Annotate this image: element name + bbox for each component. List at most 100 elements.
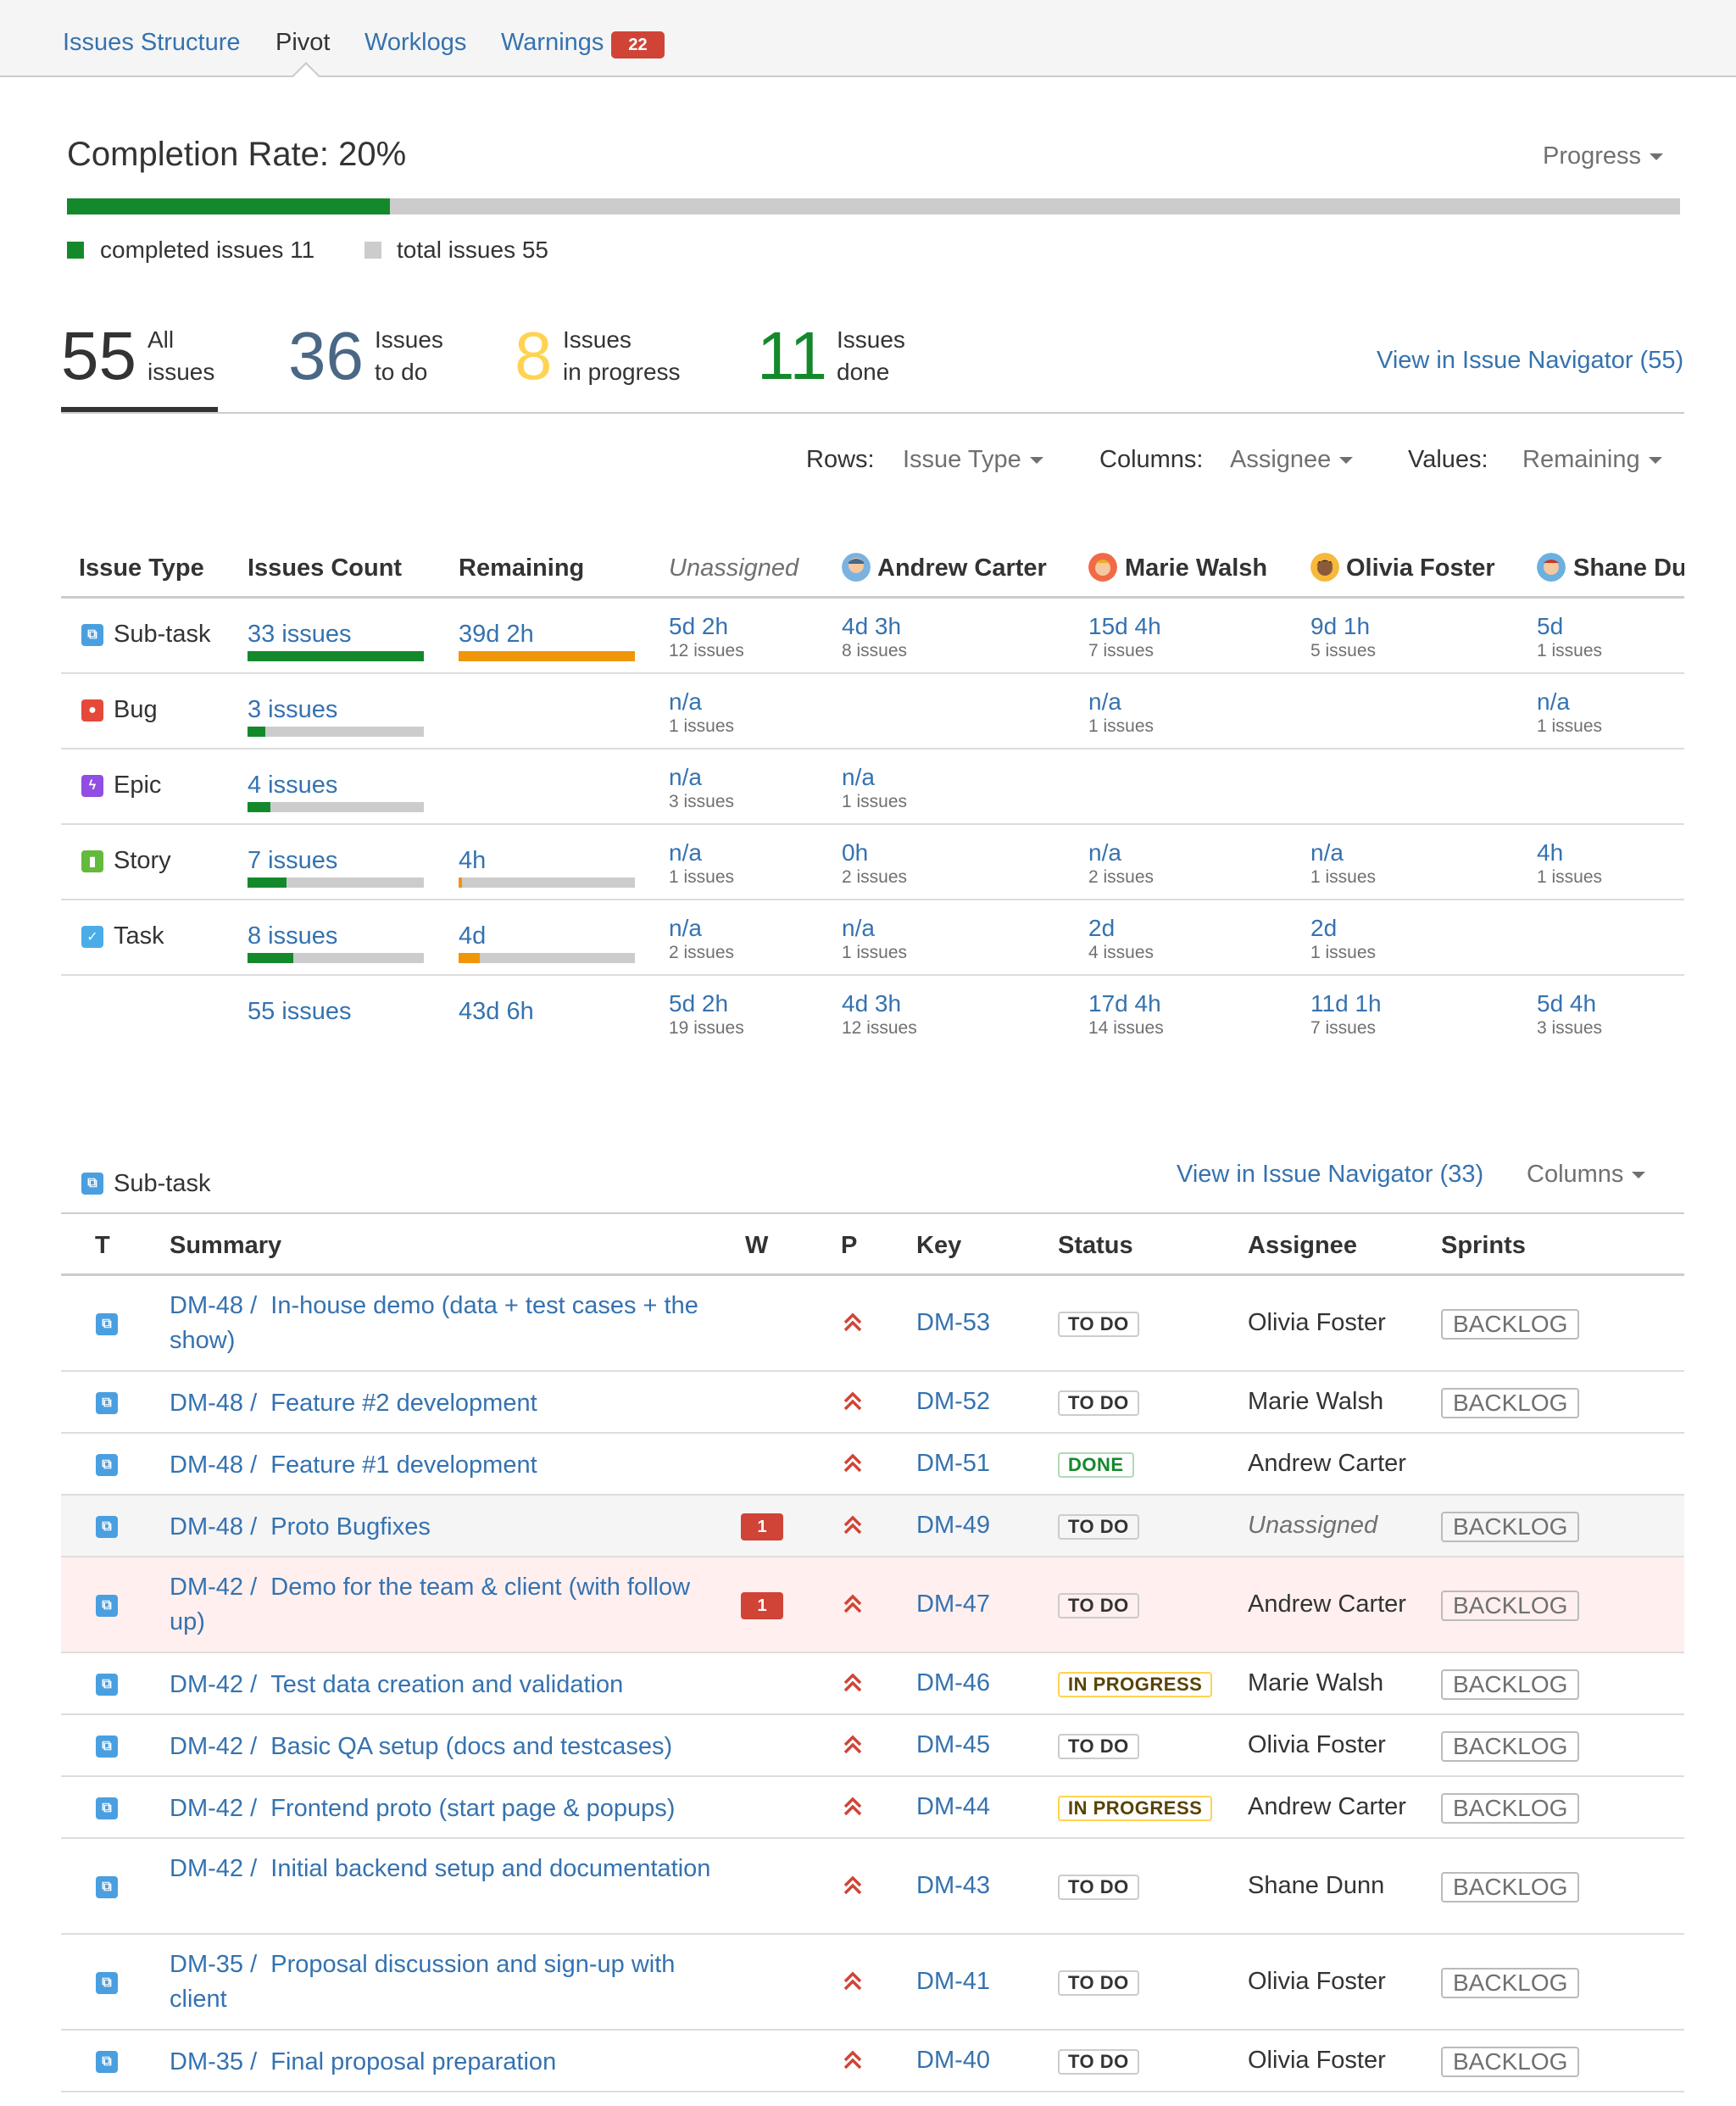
table-row[interactable] [61,1935,1684,2031]
issue-key-link[interactable]: DM-41 [916,1967,991,1995]
parent-key-link[interactable]: DM-48 / [170,1389,258,1417]
pivot-header-issue-type[interactable]: Issue Type [79,554,204,582]
issue-summary[interactable]: DM-48 / In-house demo (data + test cases… [170,1289,729,1358]
issue-key-link[interactable]: DM-51 [916,1449,991,1477]
table-row[interactable] [61,1839,1684,1935]
list-header-key[interactable]: Key [916,1232,962,1259]
pivot-row-remaining-link[interactable]: 4d [459,922,487,950]
pivot-cell-value[interactable]: 2d [1088,915,1116,941]
table-row[interactable] [61,1496,1684,1557]
pivot-total-value[interactable]: 5d 2h [669,990,729,1017]
pivot-cell-value[interactable]: n/a [1088,688,1121,715]
sprint-badge[interactable]: BACKLOG [1441,1792,1580,1824]
summary-link[interactable]: Initial backend setup and documentation [270,1855,711,1882]
summary-link[interactable]: Feature #1 development [270,1451,537,1479]
issue-summary[interactable]: DM-42 / Demo for the team & client (with… [170,1570,729,1640]
tab-worklogs[interactable]: Worklogs [364,29,467,56]
table-row[interactable] [61,1777,1684,1839]
pivot-cell-value[interactable]: n/a [842,915,875,941]
parent-key-link[interactable]: DM-42 / [170,1732,258,1760]
parent-key-link[interactable]: DM-42 / [170,1670,258,1698]
pivot-cell-value[interactable]: n/a [1088,839,1121,866]
pivot-cell-value[interactable]: n/a [1310,839,1344,866]
parent-key-link[interactable]: DM-42 / [170,1794,258,1822]
sprint-badge[interactable]: BACKLOG [1441,1871,1580,1903]
issue-key-link[interactable]: DM-53 [916,1308,991,1336]
issue-key-link[interactable]: DM-43 [916,1871,991,1899]
summary-link[interactable]: Proto Bugfixes [270,1513,431,1540]
parent-key-link[interactable]: DM-35 / [170,2048,258,2075]
issue-key-link[interactable]: DM-49 [916,1511,991,1539]
issue-summary[interactable]: DM-42 / Initial backend setup and docume… [170,1852,729,1886]
pivot-row-remaining-link[interactable]: 39d 2h [459,621,534,648]
list-header-assignee[interactable]: Assignee [1248,1232,1357,1259]
summary-link[interactable]: Demo for the team & client (with follow … [170,1574,691,1635]
summary-link[interactable]: Proposal discussion and sign-up with cli… [170,1951,676,2013]
pivot-header-remaining[interactable]: Remaining [459,554,585,582]
sprint-badge[interactable]: BACKLOG [1441,1308,1580,1340]
summary-link[interactable]: In-house demo (data + test cases + the s… [170,1292,698,1354]
issue-key-link[interactable]: DM-40 [916,2046,991,2074]
pivot-total-value[interactable]: 17d 4h [1088,990,1161,1017]
pivot-cell-value[interactable]: n/a [1537,688,1570,715]
pivot-cell-value[interactable]: n/a [842,764,875,790]
pivot-cell-value[interactable]: 4h [1537,839,1564,866]
pivot-cell-value[interactable]: 2d [1310,915,1338,941]
list-header-type[interactable]: T [95,1232,110,1259]
table-row[interactable] [61,1557,1684,1653]
pivot-total-value[interactable]: 5d 4h [1537,990,1597,1017]
table-row[interactable] [61,1434,1684,1496]
table-row[interactable] [61,1653,1684,1715]
issue-summary[interactable]: DM-35 / Final proposal preparation [170,2045,729,2080]
sprint-badge[interactable]: BACKLOG [1441,1511,1580,1542]
pivot-row-count-link[interactable]: 7 issues [248,847,338,874]
sprint-badge[interactable]: BACKLOG [1441,2046,1580,2077]
parent-key-link[interactable]: DM-48 / [170,1451,258,1479]
list-view-in-navigator-link[interactable]: View in Issue Navigator (33) [1177,1161,1484,1188]
issue-summary[interactable]: DM-42 / Frontend proto (start page & pop… [170,1791,729,1826]
pivot-header-unassigned[interactable]: Unassigned [669,554,799,582]
pivot-cell-value[interactable]: n/a [669,688,702,715]
issue-summary[interactable]: DM-42 / Test data creation and validatio… [170,1668,729,1702]
pivot-row-count-link[interactable]: 4 issues [248,772,338,799]
pivot-header-issues-count[interactable]: Issues Count [248,554,403,582]
summary-link[interactable]: Final proposal preparation [270,2048,557,2075]
issue-key-link[interactable]: DM-44 [916,1792,991,1820]
issue-summary[interactable]: DM-48 / Proto Bugfixes [170,1510,729,1545]
pivot-row-count-link[interactable]: 8 issues [248,922,338,950]
warning-count-badge[interactable]: 1 [741,1513,783,1540]
sprint-badge[interactable]: BACKLOG [1441,1387,1580,1418]
rows-dropdown[interactable]: Issue Type [903,446,1043,474]
summary-link[interactable]: Frontend proto (start page & popups) [270,1794,676,1822]
issue-summary[interactable]: DM-42 / Basic QA setup (docs and testcas… [170,1730,729,1764]
pivot-header-marie-walsh[interactable]: Marie Walsh [1125,554,1268,582]
list-header-sprints[interactable]: Sprints [1441,1232,1526,1259]
table-row[interactable] [61,1372,1684,1434]
table-row[interactable] [61,2031,1684,2092]
issue-summary[interactable]: DM-48 / Feature #2 development [170,1386,729,1421]
pivot-cell-value[interactable]: 4d 3h [842,613,902,639]
pivot-cell-value[interactable]: 15d 4h [1088,613,1161,639]
parent-key-link[interactable]: DM-48 / [170,1513,258,1540]
issue-summary[interactable]: DM-48 / Feature #1 development [170,1448,729,1483]
pivot-header-olivia-foster[interactable]: Olivia Foster [1346,554,1495,582]
summary-link[interactable]: Feature #2 development [270,1389,537,1417]
pivot-header-andrew-carter[interactable]: Andrew Carter [877,554,1047,582]
pivot-row-count-link[interactable]: 3 issues [248,696,338,723]
summary-link[interactable]: Test data creation and validation [270,1670,624,1698]
values-dropdown[interactable]: Remaining [1522,446,1662,474]
summary-link[interactable]: Basic QA setup (docs and testcases) [270,1732,673,1760]
columns-dropdown[interactable]: Assignee [1230,446,1354,474]
tab-issues-structure[interactable]: Issues Structure [63,29,241,56]
pivot-cell-value[interactable]: 0h [842,839,869,866]
list-header-status[interactable]: Status [1058,1232,1133,1259]
issue-summary[interactable]: DM-35 / Proposal discussion and sign-up … [170,1947,729,2017]
pivot-row-count-link[interactable]: 33 issues [248,621,352,648]
parent-key-link[interactable]: DM-35 / [170,1951,258,1978]
pivot-total-value[interactable]: 11d 1h [1310,990,1382,1017]
pivot-cell-value[interactable]: 9d 1h [1310,613,1371,639]
list-columns-dropdown[interactable]: Columns [1527,1161,1646,1189]
parent-key-link[interactable]: DM-42 / [170,1574,258,1601]
progress-dropdown[interactable]: Progress [1543,142,1664,170]
sprint-badge[interactable]: BACKLOG [1441,1669,1580,1700]
